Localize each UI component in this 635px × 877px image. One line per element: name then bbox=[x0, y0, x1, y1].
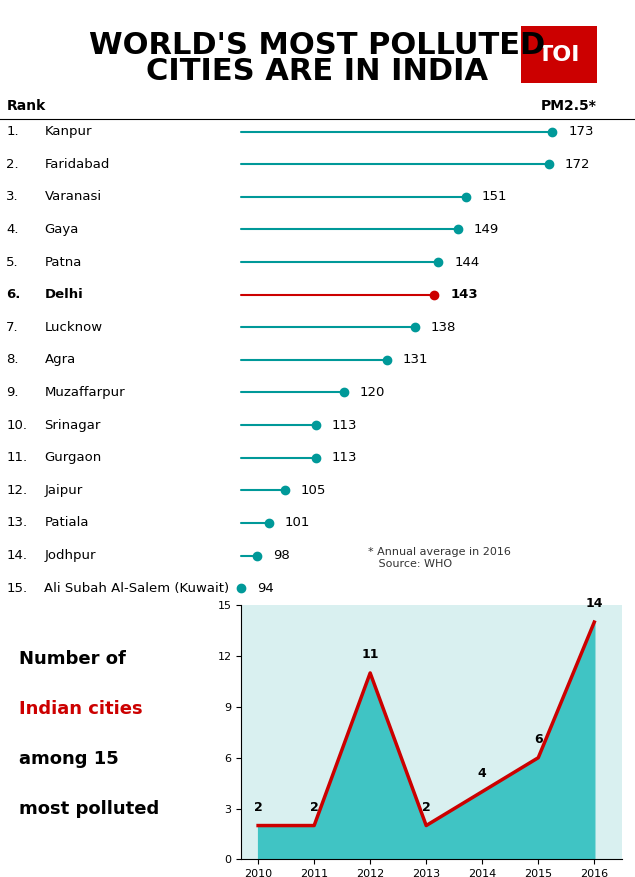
Text: 4.: 4. bbox=[6, 223, 19, 236]
Text: 6: 6 bbox=[534, 733, 542, 745]
Text: 3.: 3. bbox=[6, 190, 19, 203]
Text: 101: 101 bbox=[284, 517, 310, 530]
Text: 113: 113 bbox=[332, 418, 358, 431]
Text: Ali Subah Al-Salem (Kuwait): Ali Subah Al-Salem (Kuwait) bbox=[44, 581, 230, 595]
Text: 98: 98 bbox=[273, 549, 290, 562]
Text: 2: 2 bbox=[310, 801, 319, 814]
Text: TOI: TOI bbox=[538, 45, 580, 65]
Text: 105: 105 bbox=[300, 484, 326, 497]
Text: Agra: Agra bbox=[44, 353, 76, 367]
Text: Jaipur: Jaipur bbox=[44, 484, 83, 497]
Text: Patiala: Patiala bbox=[44, 517, 89, 530]
Text: Lucknow: Lucknow bbox=[44, 321, 103, 334]
Text: WORLD'S MOST POLLUTED: WORLD'S MOST POLLUTED bbox=[90, 31, 545, 60]
Text: Rank: Rank bbox=[6, 99, 46, 113]
Text: 120: 120 bbox=[359, 386, 385, 399]
Text: 11: 11 bbox=[361, 648, 379, 661]
Text: 14.: 14. bbox=[6, 549, 27, 562]
Text: 151: 151 bbox=[482, 190, 507, 203]
Text: Srinagar: Srinagar bbox=[44, 418, 101, 431]
Text: 2.: 2. bbox=[6, 158, 19, 171]
Text: 1.: 1. bbox=[6, 125, 19, 138]
Text: Kanpur: Kanpur bbox=[44, 125, 92, 138]
Text: 13.: 13. bbox=[6, 517, 27, 530]
Text: 173: 173 bbox=[568, 125, 594, 138]
Text: 7.: 7. bbox=[6, 321, 19, 334]
Text: Varanasi: Varanasi bbox=[44, 190, 102, 203]
Text: 4: 4 bbox=[478, 766, 486, 780]
Text: CITIES ARE IN INDIA: CITIES ARE IN INDIA bbox=[147, 57, 488, 86]
Text: 149: 149 bbox=[474, 223, 499, 236]
Text: Delhi: Delhi bbox=[44, 289, 83, 301]
Text: Indian cities: Indian cities bbox=[19, 700, 143, 718]
Text: 14: 14 bbox=[585, 597, 603, 610]
Text: 8.: 8. bbox=[6, 353, 19, 367]
Text: 131: 131 bbox=[403, 353, 429, 367]
Text: 172: 172 bbox=[565, 158, 590, 171]
Text: Number of: Number of bbox=[19, 651, 126, 668]
Text: 12.: 12. bbox=[6, 484, 27, 497]
Text: 11.: 11. bbox=[6, 452, 27, 464]
Text: Patna: Patna bbox=[44, 255, 82, 268]
Text: Faridabad: Faridabad bbox=[44, 158, 110, 171]
Text: Gaya: Gaya bbox=[44, 223, 79, 236]
Text: 94: 94 bbox=[257, 581, 274, 595]
Text: 113: 113 bbox=[332, 452, 358, 464]
Text: Muzaffarpur: Muzaffarpur bbox=[44, 386, 125, 399]
Text: 143: 143 bbox=[450, 289, 478, 301]
Text: among 15: among 15 bbox=[19, 750, 119, 768]
Text: Jodhpur: Jodhpur bbox=[44, 549, 96, 562]
Text: * Annual average in 2016
   Source: WHO: * Annual average in 2016 Source: WHO bbox=[368, 547, 511, 568]
Text: Gurgaon: Gurgaon bbox=[44, 452, 102, 464]
Text: 5.: 5. bbox=[6, 255, 19, 268]
Text: most polluted: most polluted bbox=[19, 800, 159, 817]
Text: 15.: 15. bbox=[6, 581, 27, 595]
Text: 2: 2 bbox=[254, 801, 262, 814]
Text: 2: 2 bbox=[422, 801, 431, 814]
Text: 10.: 10. bbox=[6, 418, 27, 431]
Text: 144: 144 bbox=[454, 255, 479, 268]
Text: PM2.5*: PM2.5* bbox=[541, 99, 597, 113]
Text: 9.: 9. bbox=[6, 386, 19, 399]
Text: 6.: 6. bbox=[6, 289, 21, 301]
Text: 138: 138 bbox=[431, 321, 456, 334]
